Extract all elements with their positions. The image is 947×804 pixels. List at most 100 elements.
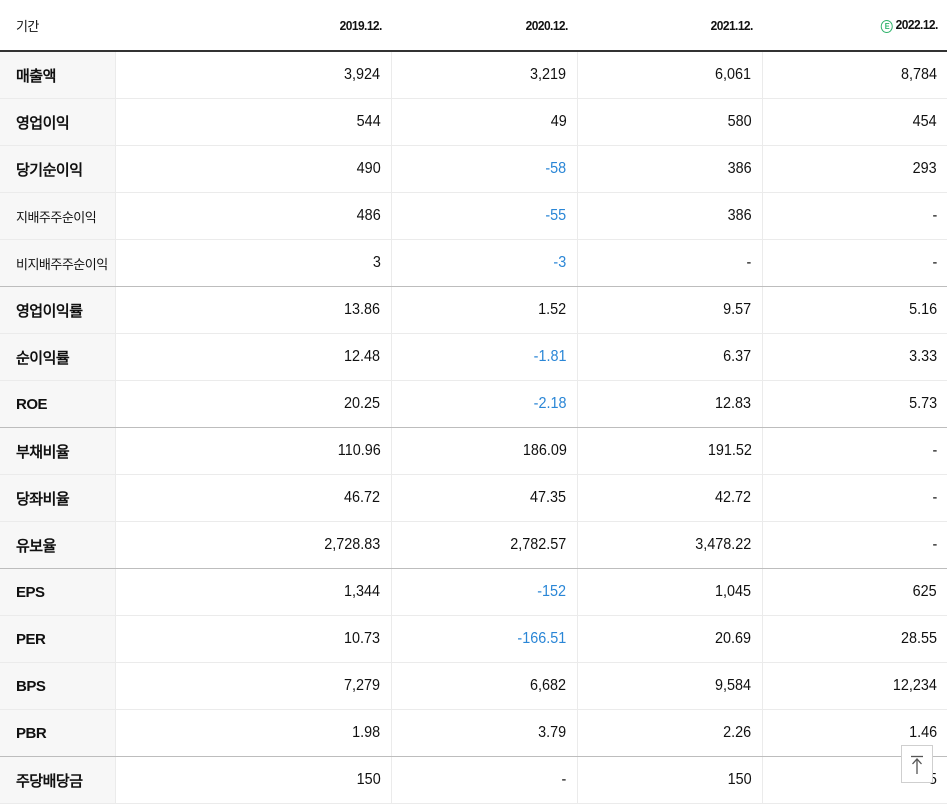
cell-value: -	[932, 536, 937, 553]
cell-value: 386	[727, 160, 752, 177]
cell-value: 5.16	[908, 301, 937, 318]
table-row: 유보율 2,728.83 2,782.57 3,478.22 -	[0, 521, 947, 569]
cell-value: 625	[912, 583, 937, 600]
value-cell: 28.55	[761, 615, 947, 663]
cell-value: 20.25	[344, 395, 381, 412]
value-cell: 10.73	[114, 615, 391, 663]
value-cell: 490	[114, 145, 391, 193]
cell-value: 5.73	[908, 395, 937, 412]
cell-value: 46.72	[344, 489, 381, 506]
cell-value: 42.72	[715, 489, 752, 506]
scroll-to-top-button[interactable]	[901, 745, 933, 783]
row-label: PER	[0, 615, 115, 663]
cell-value: -152	[537, 583, 567, 600]
table-row: PER 10.73 -166.51 20.69 28.55	[0, 615, 947, 663]
cell-value: 150	[727, 771, 752, 788]
cell-value: 3.33	[908, 348, 937, 365]
table-row: 순이익률 12.48 -1.81 6.37 3.33	[0, 333, 947, 381]
cell-value: -	[932, 254, 937, 271]
cell-value: -	[932, 489, 937, 506]
value-cell: -	[761, 239, 947, 287]
cell-value: 3,219	[530, 66, 567, 83]
cell-value: 1.98	[352, 724, 381, 741]
row-label: 영업이익	[0, 98, 115, 146]
table-row: 부채비율 110.96 186.09 191.52 -	[0, 427, 947, 475]
value-cell: 1,344	[114, 568, 391, 616]
value-cell: 293	[761, 145, 947, 193]
value-cell: 2,782.57	[390, 521, 577, 569]
value-cell: 46.72	[114, 474, 391, 522]
table-row: 영업이익 544 49 580 454	[0, 98, 947, 146]
value-cell: -55	[390, 192, 577, 240]
cell-value: 1.52	[538, 301, 567, 318]
value-cell: 625	[761, 568, 947, 616]
row-label: 순이익률	[0, 333, 115, 381]
value-cell: 12,234	[761, 662, 947, 710]
cell-value: 186.09	[522, 442, 567, 459]
value-cell: -152	[390, 568, 577, 616]
cell-value: 191.52	[707, 442, 752, 459]
value-cell: 191.52	[576, 427, 762, 475]
value-cell: 544	[114, 98, 391, 146]
value-cell: -	[761, 521, 947, 569]
cell-value: 486	[356, 207, 381, 224]
row-label: ROE	[0, 380, 115, 428]
cell-value: 150	[356, 771, 381, 788]
row-label: 당좌비율	[0, 474, 115, 522]
value-cell: 386	[576, 192, 762, 240]
value-cell: 12.48	[114, 333, 391, 381]
cell-value: 110.96	[337, 442, 381, 459]
value-cell: 42.72	[576, 474, 762, 522]
cell-value: 293	[912, 160, 937, 177]
cell-value: 13.86	[344, 301, 381, 318]
cell-value: 12.83	[715, 395, 752, 412]
cell-value: -	[746, 254, 752, 271]
period-header-2022-estimate: E 2022.12.	[776, 0, 947, 52]
value-cell: -2.18	[390, 380, 577, 428]
value-cell: -166.51	[390, 615, 577, 663]
cell-value: 9,584	[715, 677, 752, 694]
value-cell: 9,584	[576, 662, 762, 710]
cell-value: 12,234	[892, 677, 937, 694]
value-cell: 110.96	[114, 427, 391, 475]
value-cell: 3.79	[390, 709, 577, 757]
cell-value: -58	[545, 160, 567, 177]
value-cell: 580	[576, 98, 762, 146]
value-cell: 3	[114, 239, 391, 287]
period-label: 2022.12.	[895, 17, 939, 32]
value-cell: -3	[390, 239, 577, 287]
cell-value: 6.37	[723, 348, 752, 365]
cell-value: 1,344	[344, 583, 381, 600]
value-cell: -	[576, 239, 762, 287]
value-cell: 7,279	[114, 662, 391, 710]
value-cell: 1,045	[576, 568, 762, 616]
cell-value: -3	[553, 254, 567, 271]
cell-value: 28.55	[900, 630, 937, 647]
row-label: 지배주주순이익	[0, 192, 115, 240]
cell-value: 47.35	[530, 489, 567, 506]
period-label: 2020.12.	[525, 17, 569, 33]
table-row: 비지배주주순이익 3 -3 - -	[0, 239, 947, 287]
value-cell: 13.86	[114, 286, 391, 334]
value-cell: 386	[576, 145, 762, 193]
value-cell: 49	[390, 98, 577, 146]
cell-value: 9.57	[723, 301, 752, 318]
value-cell: 1.52	[390, 286, 577, 334]
value-cell: 20.25	[114, 380, 391, 428]
cell-value: -	[561, 771, 567, 788]
value-cell: 3,219	[390, 51, 577, 99]
cell-value: -	[932, 207, 937, 224]
period-header-label: 기간	[0, 0, 115, 52]
value-cell: 454	[761, 98, 947, 146]
cell-value: -1.81	[533, 348, 567, 365]
value-cell: 486	[114, 192, 391, 240]
cell-value: 49	[550, 113, 567, 130]
cell-value: 2,782.57	[510, 536, 567, 553]
cell-value: 12.48	[344, 348, 381, 365]
cell-value: 3.79	[538, 724, 567, 741]
value-cell: 3.33	[761, 333, 947, 381]
cell-value: -	[932, 442, 937, 459]
row-label: 영업이익률	[0, 286, 115, 334]
value-cell: -	[761, 474, 947, 522]
